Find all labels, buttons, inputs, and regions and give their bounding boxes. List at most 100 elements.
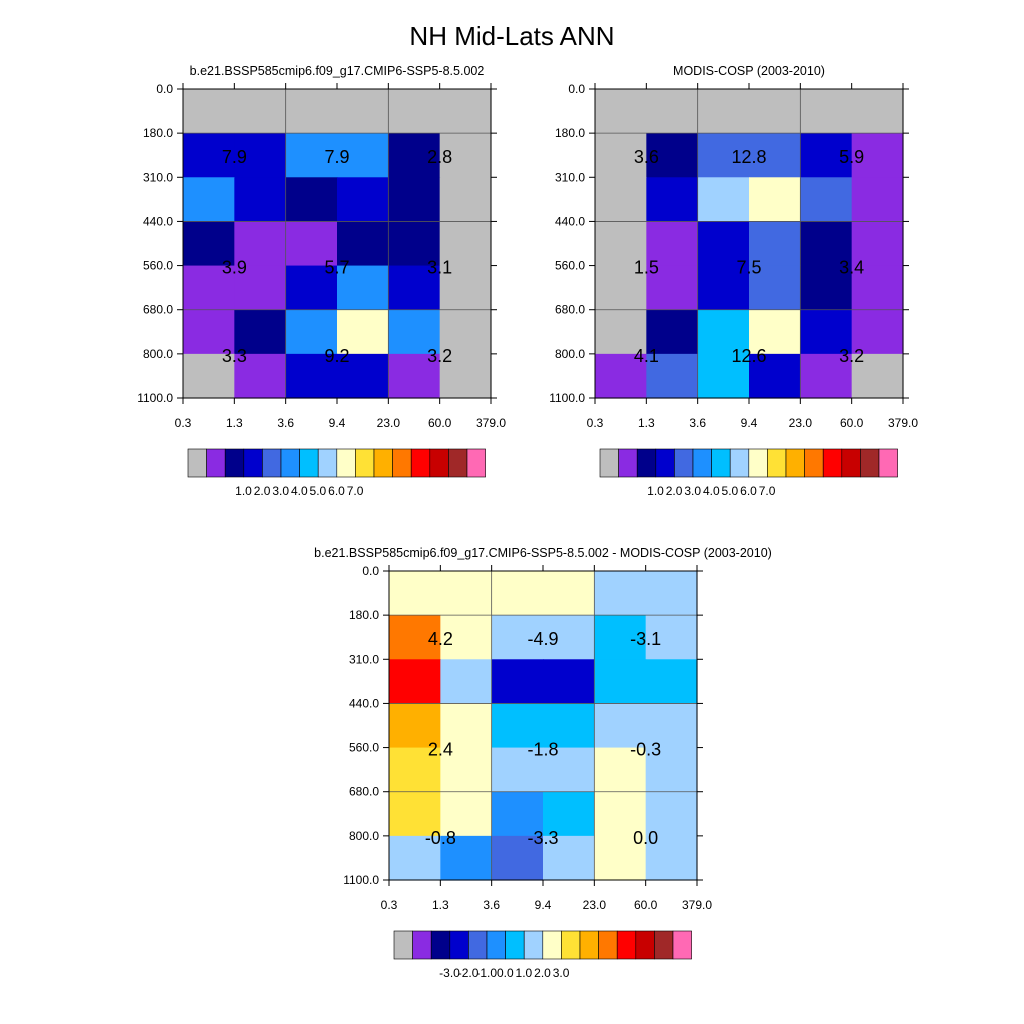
plot-title: b.e21.BSSP585cmip6.f09_g17.CMIP6-SSP5-8.…: [190, 64, 485, 78]
heatmap-cell: [388, 353, 441, 399]
heatmap-cell: [595, 221, 647, 267]
heatmap-cell: [389, 791, 441, 837]
colorbar-swatch: [280, 448, 300, 478]
colorbar-swatch: [635, 930, 655, 960]
heatmap-cell: [337, 221, 389, 267]
colorbar-swatch: [841, 448, 861, 478]
x-tick-label: 60.0: [840, 416, 864, 430]
heatmap-cell: [389, 747, 441, 793]
colorbar-label: -2.0: [458, 966, 479, 980]
colorbar-swatch: [448, 448, 468, 478]
colorbar-swatch: [243, 448, 263, 478]
y-tick-label: 440.0: [143, 214, 173, 228]
colorbar-swatch: [599, 448, 619, 478]
heatmap-cell: [851, 89, 904, 134]
y-tick-label: 560.0: [555, 259, 585, 273]
plot-title: b.e21.BSSP585cmip6.f09_g17.CMIP6-SSP5-8.…: [314, 546, 772, 560]
y-tick-label: 1100.0: [549, 391, 585, 405]
heatmap-cell: [337, 353, 389, 399]
heatmap-cell: [285, 309, 338, 355]
heatmap-cell: [749, 221, 801, 267]
heatmap-cell: [645, 747, 698, 793]
heatmap-cell: [440, 747, 493, 793]
heatmap-cell: [595, 265, 647, 311]
heatmap-cell: [440, 659, 493, 705]
heatmap-cell: [645, 703, 698, 749]
heatmap-cell: [234, 89, 287, 134]
heatmap-cell: [439, 177, 492, 223]
heatmap-cell: [646, 89, 699, 134]
colorbar-swatch: [393, 930, 413, 960]
heatmap-cell: [337, 133, 389, 178]
colorbar-label: 2.0: [534, 966, 551, 980]
cell-value-label: 0.0: [633, 828, 658, 848]
heatmap-cell: [697, 221, 750, 267]
heatmap-cell: [543, 791, 595, 837]
cell-value-label: -4.9: [527, 629, 558, 649]
heatmap-cell: [595, 353, 647, 399]
colorbar-swatch: [317, 448, 338, 478]
heatmap-cell: [697, 177, 750, 223]
heatmap-cell: [595, 177, 647, 223]
x-tick-label: 1.3: [638, 416, 655, 430]
heatmap-cell: [439, 133, 492, 178]
heatmap-cell: [183, 133, 235, 178]
heatmap-cell: [594, 615, 647, 660]
x-tick-label: 9.4: [329, 416, 346, 430]
cell-value-label: -3.3: [527, 828, 558, 848]
heatmap-cell: [388, 309, 441, 355]
cell-value-label: 12.6: [731, 346, 766, 366]
colorbar-swatch: [468, 930, 488, 960]
heatmap-cell: [234, 309, 287, 355]
colorbar-swatch: [636, 448, 657, 478]
heatmap-cell: [234, 177, 287, 223]
heatmap-cell: [594, 571, 647, 616]
x-tick-label: 23.0: [583, 898, 607, 912]
colorbar-swatch: [430, 930, 451, 960]
heatmap-cell: [491, 791, 544, 837]
heatmap-cell: [851, 353, 904, 399]
heatmap-cell: [594, 659, 647, 705]
heatmap-cell: [183, 265, 235, 311]
heatmap-cell: [439, 309, 492, 355]
heatmap-cell: [491, 835, 544, 881]
cell-value-label: 1.5: [634, 258, 659, 278]
heatmap-cell: [595, 89, 647, 134]
heatmap-cell: [285, 221, 338, 267]
heatmap-cell: [645, 571, 698, 616]
colorbar-label: 2.0: [666, 484, 683, 498]
heatmap-cell: [285, 353, 338, 399]
colorbar-label: 7.0: [347, 484, 364, 498]
heatmap-cell: [439, 221, 492, 267]
heatmap-cell: [389, 615, 441, 660]
y-tick-label: 0.0: [156, 82, 173, 96]
heatmap-cell: [388, 221, 441, 267]
colorbar-swatch: [748, 448, 768, 478]
heatmap-cell: [800, 265, 853, 311]
x-tick-label: 0.3: [381, 898, 398, 912]
y-tick-label: 680.0: [349, 785, 379, 799]
heatmap-cell: [285, 133, 338, 178]
heatmap-cell: [800, 221, 853, 267]
colorbar-swatch: [729, 448, 750, 478]
colorbar-swatch: [616, 930, 637, 960]
y-tick-label: 800.0: [555, 347, 585, 361]
colorbar-label: 1.0: [647, 484, 664, 498]
heatmap-cell: [697, 133, 750, 178]
colorbar-label: -3.0: [439, 966, 460, 980]
cell-value-label: 9.2: [324, 346, 349, 366]
colorbar-swatch: [262, 448, 282, 478]
x-tick-label: 379.0: [682, 898, 712, 912]
y-tick-label: 180.0: [143, 126, 173, 140]
x-tick-label: 379.0: [888, 416, 918, 430]
x-tick-label: 60.0: [428, 416, 452, 430]
colorbar-swatch: [505, 930, 525, 960]
heatmap-cell: [440, 703, 493, 749]
heatmap-cell: [595, 309, 647, 355]
heatmap-cell: [183, 353, 235, 399]
colorbar-swatch: [674, 448, 694, 478]
colorbar-swatch: [392, 448, 412, 478]
y-tick-label: 680.0: [555, 303, 585, 317]
colorbar-swatch: [561, 930, 581, 960]
heatmap-cell: [851, 265, 904, 311]
